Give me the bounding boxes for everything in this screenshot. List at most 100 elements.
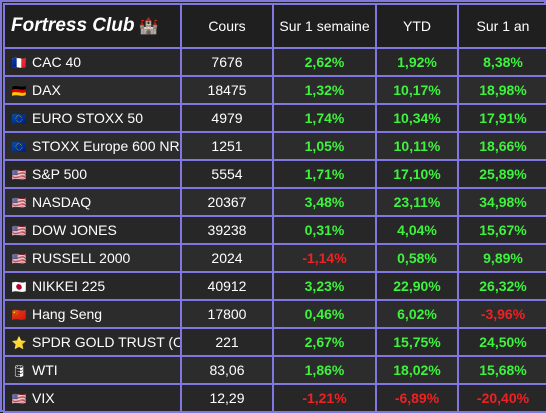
instrument-cell: ⭐ SPDR GOLD TRUST (Or) [3, 327, 182, 357]
instrument-name: NASDAQ [32, 194, 92, 210]
instrument-cell: 🇺🇸 NASDAQ [3, 187, 182, 217]
year-change-cell: 25,89% [457, 159, 546, 189]
table-row: 🛢 WTI 83,06 1,86% 18,02% 15,68% [3, 355, 546, 385]
year-change-cell: 15,67% [457, 215, 546, 245]
week-change-cell: 3,48% [272, 187, 377, 217]
ytd-change-cell: 0,58% [375, 243, 459, 273]
us-flag-icon: 🇺🇸 [11, 196, 27, 210]
table-row: 🇨🇳 Hang Seng 17800 0,46% 6,02% -3,96% [3, 299, 546, 329]
week-change-cell: 2,67% [272, 327, 377, 357]
year-change-cell: -3,96% [457, 299, 546, 329]
week-change-cell: 2,62% [272, 47, 377, 77]
ytd-change-cell: 10,17% [375, 75, 459, 105]
table-row: 🇺🇸 NASDAQ 20367 3,48% 23,11% 34,98% [3, 187, 546, 217]
price-cell: 2024 [180, 243, 274, 273]
ytd-change-cell: 10,11% [375, 131, 459, 161]
table-row: 🇺🇸 DOW JONES 39238 0,31% 4,04% 15,67% [3, 215, 546, 245]
castle-icon: 🏰 [138, 18, 159, 35]
instrument-name: WTI [32, 362, 58, 378]
price-cell: 7676 [180, 47, 274, 77]
instrument-name: NIKKEI 225 [32, 278, 106, 294]
us-flag-icon: 🇺🇸 [11, 252, 27, 266]
instrument-name: CAC 40 [32, 54, 82, 70]
instrument-name: EURO STOXX 50 [32, 110, 144, 126]
instrument-cell: 🇺🇸 RUSSELL 2000 [3, 243, 182, 273]
ytd-change-cell: 23,11% [375, 187, 459, 217]
price-cell: 18475 [180, 75, 274, 105]
oil-barrel-icon: 🛢 [11, 364, 27, 378]
instrument-name: SPDR GOLD TRUST (Or) [32, 334, 181, 350]
ytd-change-cell: 1,92% [375, 47, 459, 77]
instrument-cell: 🇺🇸 VIX [3, 383, 182, 413]
year-change-cell: -20,40% [457, 383, 546, 413]
table-row: 🇺🇸 S&P 500 5554 1,71% 17,10% 25,89% [3, 159, 546, 189]
ytd-change-cell: 4,04% [375, 215, 459, 245]
instrument-name: VIX [32, 390, 55, 406]
us-flag-icon: 🇺🇸 [11, 168, 27, 182]
instrument-name: DOW JONES [32, 222, 117, 238]
price-cell: 221 [180, 327, 274, 357]
year-change-cell: 17,91% [457, 103, 546, 133]
week-change-cell: 1,05% [272, 131, 377, 161]
year-change-cell: 18,98% [457, 75, 546, 105]
instrument-cell: 🇪🇺 EURO STOXX 50 [3, 103, 182, 133]
week-change-cell: 1,74% [272, 103, 377, 133]
column-header-year: Sur 1 an [457, 3, 546, 49]
brand-title: Fortress Club 🏰 [3, 3, 182, 49]
ytd-change-cell: 22,90% [375, 271, 459, 301]
ytd-change-cell: 15,75% [375, 327, 459, 357]
star-icon: ⭐ [11, 336, 27, 350]
year-change-cell: 34,98% [457, 187, 546, 217]
instrument-cell: 🇫🇷 CAC 40 [3, 47, 182, 77]
column-header-week: Sur 1 semaine [272, 3, 377, 49]
instrument-name: RUSSELL 2000 [32, 250, 131, 266]
week-change-cell: 3,23% [272, 271, 377, 301]
table-row: 🇪🇺 EURO STOXX 50 4979 1,74% 10,34% 17,91% [3, 103, 546, 133]
france-flag-icon: 🇫🇷 [11, 56, 27, 70]
ytd-change-cell: 10,34% [375, 103, 459, 133]
price-cell: 1251 [180, 131, 274, 161]
table-header-row: Fortress Club 🏰 Cours Sur 1 semaine YTD S… [3, 3, 546, 49]
instrument-name: S&P 500 [32, 166, 88, 182]
germany-flag-icon: 🇩🇪 [11, 84, 27, 98]
table-row: 🇯🇵 NIKKEI 225 40912 3,23% 22,90% 26,32% [3, 271, 546, 301]
price-cell: 4979 [180, 103, 274, 133]
instrument-cell: 🇨🇳 Hang Seng [3, 299, 182, 329]
table-row: 🇩🇪 DAX 18475 1,32% 10,17% 18,98% [3, 75, 546, 105]
table-row: 🇫🇷 CAC 40 7676 2,62% 1,92% 8,38% [3, 47, 546, 77]
week-change-cell: 1,71% [272, 159, 377, 189]
ytd-change-cell: 17,10% [375, 159, 459, 189]
week-change-cell: 0,31% [272, 215, 377, 245]
table-row: 🇺🇸 RUSSELL 2000 2024 -1,14% 0,58% 9,89% [3, 243, 546, 273]
price-cell: 5554 [180, 159, 274, 189]
eu-flag-icon: 🇪🇺 [11, 112, 27, 126]
instrument-cell: 🇺🇸 DOW JONES [3, 215, 182, 245]
year-change-cell: 24,50% [457, 327, 546, 357]
price-cell: 40912 [180, 271, 274, 301]
instrument-cell: 🇯🇵 NIKKEI 225 [3, 271, 182, 301]
instrument-name: DAX [32, 82, 61, 98]
instrument-cell: 🇪🇺 STOXX Europe 600 NR [3, 131, 182, 161]
price-cell: 20367 [180, 187, 274, 217]
week-change-cell: 1,32% [272, 75, 377, 105]
column-header-price: Cours [180, 3, 274, 49]
table-row: 🇪🇺 STOXX Europe 600 NR 1251 1,05% 10,11% 18,6… [3, 131, 546, 161]
column-header-ytd: YTD [375, 3, 459, 49]
ytd-change-cell: 6,02% [375, 299, 459, 329]
market-performance-table: Fortress Club 🏰 Cours Sur 1 semaine YTD S… [3, 3, 546, 413]
price-cell: 17800 [180, 299, 274, 329]
instrument-cell: 🇺🇸 S&P 500 [3, 159, 182, 189]
instrument-cell: 🛢 WTI [3, 355, 182, 385]
instrument-name: STOXX Europe 600 NR [32, 138, 180, 154]
ytd-change-cell: -6,89% [375, 383, 459, 413]
ytd-change-cell: 18,02% [375, 355, 459, 385]
table-row: 🇺🇸 VIX 12,29 -1,21% -6,89% -20,40% [3, 383, 546, 413]
year-change-cell: 18,66% [457, 131, 546, 161]
year-change-cell: 15,68% [457, 355, 546, 385]
china-flag-icon: 🇨🇳 [11, 308, 27, 322]
us-flag-icon: 🇺🇸 [11, 392, 27, 406]
price-cell: 83,06 [180, 355, 274, 385]
week-change-cell: -1,21% [272, 383, 377, 413]
week-change-cell: 1,86% [272, 355, 377, 385]
